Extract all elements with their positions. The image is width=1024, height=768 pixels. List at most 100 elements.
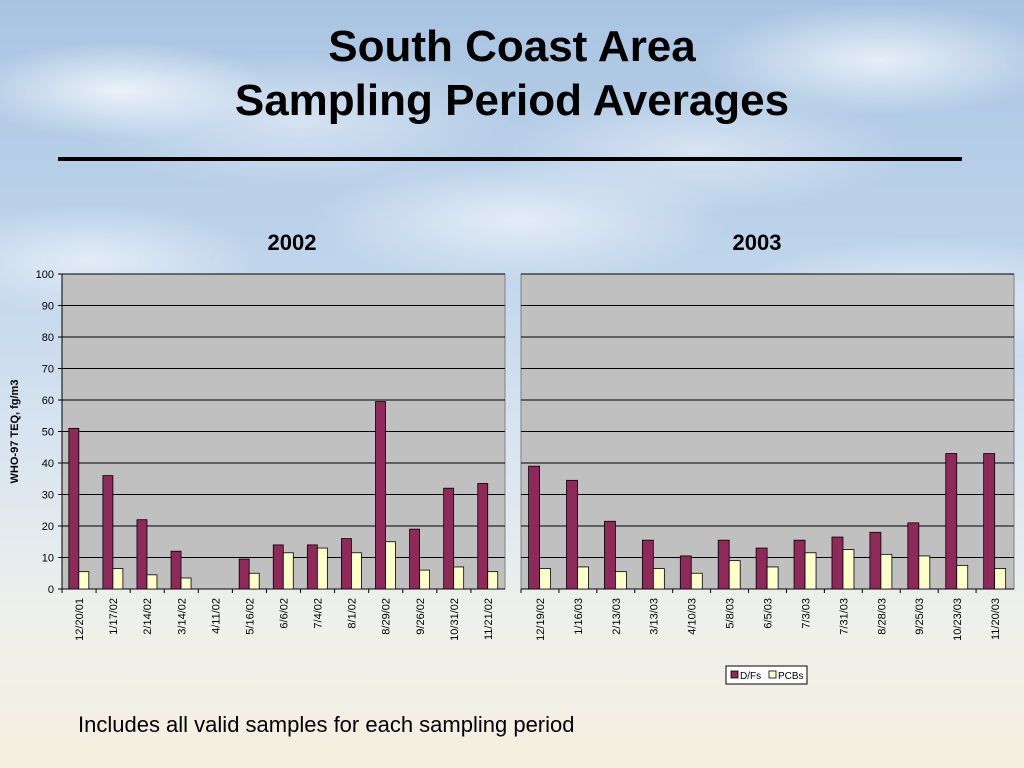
x-tick-label: 7/4/02 <box>313 598 325 629</box>
bar-dfs <box>717 539 730 590</box>
legend-swatch <box>730 670 739 679</box>
x-tick-label: 1/17/02 <box>108 598 120 635</box>
x-tick-label: 10/23/03 <box>952 598 964 641</box>
bar-dfs <box>102 475 114 590</box>
bar-pcbs <box>385 541 396 590</box>
bar-dfs <box>443 487 455 590</box>
bar-dfs <box>136 519 148 590</box>
title-underline <box>58 157 962 161</box>
bar-dfs <box>907 522 920 590</box>
x-tick-label: 3/13/03 <box>649 598 661 635</box>
bar-pcbs <box>918 555 931 590</box>
legend-swatch <box>768 670 777 679</box>
legend-box <box>725 665 808 685</box>
bar-pcbs <box>956 564 969 590</box>
bar-dfs <box>272 544 284 590</box>
x-tick-label: 10/31/02 <box>449 598 461 641</box>
bar-dfs <box>679 555 692 590</box>
x-tick-label: 4/10/03 <box>687 598 699 635</box>
bar-pcbs <box>180 577 192 590</box>
bar-pcbs <box>453 566 465 590</box>
bar-dfs <box>755 547 768 590</box>
bar-pcbs <box>78 571 90 590</box>
bar-dfs <box>238 558 250 590</box>
bar-pcbs <box>577 566 589 590</box>
x-tick-label: 7/31/03 <box>838 598 850 635</box>
bar-pcbs <box>419 569 430 590</box>
slide-title-line-1: South Coast Area <box>328 22 696 71</box>
bar-pcbs <box>487 571 499 590</box>
y-tick-label: 20 <box>42 521 54 533</box>
bar-dfs <box>945 453 958 590</box>
x-tick-label: 6/6/02 <box>279 598 291 629</box>
y-tick-label: 80 <box>42 332 54 344</box>
bar-pcbs <box>766 566 779 590</box>
x-tick-label: 12/19/02 <box>535 598 547 641</box>
bar-pcbs <box>248 572 260 590</box>
legend-label: PCBs <box>778 671 804 682</box>
bar-pcbs <box>880 553 893 590</box>
legend-label: D/Fs <box>740 671 761 682</box>
chart-2002: 2002 0 10 20 30 40 50 60 70 80 90 100 WHO-97 TEQ, fg… <box>9 230 506 641</box>
bar-dfs <box>869 531 882 590</box>
x-tick-label: 9/26/02 <box>415 598 427 635</box>
bar-dfs <box>375 401 386 590</box>
y-axis-title: WHO-97 TEQ, fg/m3 <box>9 380 21 484</box>
bar-pcbs <box>146 574 158 590</box>
y-tick-label: 60 <box>42 395 54 407</box>
bar-pcbs <box>539 568 551 590</box>
chart-title: 2002 <box>268 230 317 255</box>
slide-caption: Includes all valid samples for each samp… <box>78 712 575 737</box>
legend: D/Fs PCBs <box>725 665 808 685</box>
x-tick-label: 12/20/01 <box>74 598 86 641</box>
x-tick-label: 1/16/03 <box>573 598 585 635</box>
chart-2003: 2003 12/19/02 1/16/03 2/13/03 3/13/03 4/10/03… <box>520 230 1015 685</box>
bar-dfs <box>68 427 80 590</box>
y-tick-label: 30 <box>42 490 54 502</box>
slide-title: South Coast Area Sampling Period Average… <box>0 20 1024 128</box>
bar-pcbs <box>351 552 362 590</box>
bar-dfs <box>477 483 489 590</box>
bar-pcbs <box>804 552 817 590</box>
y-tick-label: 100 <box>36 269 54 281</box>
bar-dfs <box>306 544 318 590</box>
bar-pcbs <box>652 568 665 590</box>
x-tick-label: 8/28/03 <box>876 598 888 635</box>
slide-title-line-2: Sampling Period Averages <box>234 76 790 125</box>
bar-dfs <box>409 528 420 590</box>
x-tick-label: 6/5/03 <box>763 598 775 629</box>
x-tick-label: 5/16/02 <box>244 598 256 635</box>
x-tick-label: 8/29/02 <box>381 598 393 635</box>
bar-pcbs <box>316 547 328 590</box>
bar-dfs <box>604 520 616 590</box>
bar-pcbs <box>112 568 124 590</box>
bar-dfs <box>831 536 844 590</box>
bar-dfs <box>566 479 578 590</box>
x-tick-label: 4/11/02 <box>210 598 222 634</box>
y-tick-label: 0 <box>48 584 54 596</box>
bar-dfs <box>793 539 806 590</box>
y-tick-label: 90 <box>42 301 54 313</box>
bar-pcbs <box>728 560 741 590</box>
bar-pcbs <box>842 549 855 590</box>
bar-dfs <box>341 538 352 590</box>
bar-dfs <box>528 465 540 590</box>
bar-pcbs <box>615 571 627 590</box>
bar-pcbs <box>994 568 1007 590</box>
bar-dfs <box>170 550 182 590</box>
bar-pcbs <box>690 572 703 590</box>
x-tick-label: 3/14/02 <box>176 598 188 635</box>
bar-pcbs <box>282 552 294 590</box>
bar-dfs <box>983 453 996 590</box>
x-tick-label: 5/8/03 <box>725 598 737 629</box>
chart-title: 2003 <box>733 230 782 255</box>
x-tick-label: 11/20/03 <box>990 598 1002 640</box>
x-tick-label: 2/14/02 <box>142 598 154 635</box>
x-tick-label: 11/21/02 <box>483 598 495 640</box>
y-tick-label: 40 <box>42 458 54 470</box>
y-tick-label: 10 <box>42 553 54 565</box>
x-tick-label: 7/3/03 <box>800 598 812 629</box>
y-tick-label: 70 <box>42 364 54 376</box>
x-tick-label: 8/1/02 <box>347 598 359 629</box>
